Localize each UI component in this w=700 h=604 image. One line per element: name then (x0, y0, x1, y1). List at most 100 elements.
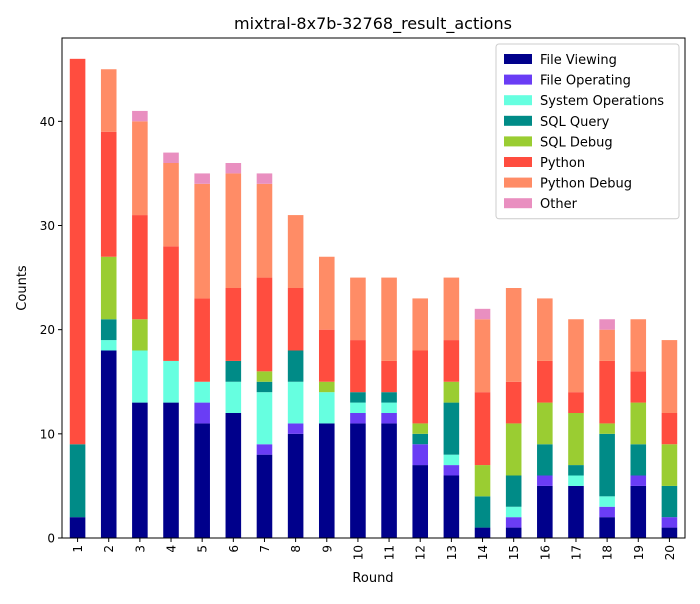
bar-segment (661, 517, 678, 528)
x-tick-label: 15 (507, 545, 521, 560)
x-tick-label: 12 (414, 545, 428, 560)
x-tick-label: 2 (102, 545, 116, 553)
legend-label: Python Debug (540, 177, 632, 192)
bar-segment (661, 413, 678, 445)
bar-segment (163, 246, 179, 361)
bar-segment (537, 298, 553, 361)
bar-segment (256, 392, 273, 445)
bar-segment (100, 319, 117, 341)
x-tick-label: 4 (165, 545, 179, 553)
bar-segment (287, 350, 304, 382)
x-tick-label: 18 (601, 545, 615, 560)
bar-segment (505, 381, 522, 424)
bar-segment (194, 423, 210, 538)
bar-segment (256, 371, 273, 382)
bar-segment (630, 402, 647, 445)
bar-segment (568, 465, 584, 476)
legend-swatch (504, 74, 532, 85)
y-axis: 0 10 20 30 40 (40, 115, 62, 546)
bar-segment (100, 69, 117, 132)
y-tick-label: 20 (40, 323, 55, 337)
bar-segment (661, 527, 678, 538)
bar-segment (287, 288, 304, 351)
bar-segment (163, 163, 179, 247)
x-tick-label: 20 (663, 545, 677, 560)
y-tick-label: 0 (47, 532, 55, 546)
bar-segment (443, 402, 460, 455)
x-axis-label: Round (352, 571, 393, 586)
bar-segment (661, 444, 678, 486)
y-tick-label: 40 (40, 115, 55, 129)
bar-segment (568, 475, 584, 486)
bar-segment (443, 454, 460, 466)
legend: File Viewing File Operating System Operati… (495, 43, 680, 220)
legend-label: SQL Debug (540, 135, 613, 150)
bar-segment (287, 381, 304, 424)
x-tick-label: 6 (227, 545, 241, 553)
bar-segment (630, 371, 647, 403)
bar-segment (381, 392, 397, 403)
bar-segment (163, 360, 179, 403)
x-tick-label: 10 (351, 545, 365, 560)
bar-segment (256, 173, 273, 184)
bar-segment (194, 183, 210, 299)
bar-segment (194, 298, 210, 382)
bar-segment (599, 319, 615, 330)
bar-segment (474, 308, 491, 320)
bar-segment (630, 475, 647, 486)
bar-segment (474, 465, 491, 497)
bar-segment (412, 465, 429, 538)
bar-segment (568, 413, 584, 466)
bar-segment (505, 288, 522, 382)
bar-segment (318, 423, 335, 538)
bar-segment (505, 423, 522, 476)
bar-segment (225, 381, 242, 413)
bar-segment (381, 277, 397, 361)
bar-segment (381, 413, 397, 424)
bar-segment (381, 402, 397, 413)
bar-segment (256, 277, 273, 372)
bar-segment (225, 413, 242, 538)
legend-swatch (504, 54, 532, 64)
legend-label: SQL Query (540, 115, 610, 130)
bar-segment (350, 392, 366, 403)
bar-segment (132, 402, 148, 538)
x-tick-label: 8 (289, 545, 303, 553)
bar-segment (318, 381, 335, 393)
bar-segment (69, 444, 86, 518)
legend-swatch (504, 115, 532, 126)
y-tick-label: 30 (40, 219, 55, 233)
legend-swatch (504, 177, 532, 188)
y-tick-label: 10 (40, 427, 55, 441)
bar-segment (287, 423, 304, 434)
bar-segment (474, 527, 491, 538)
bar-segment (287, 433, 304, 538)
bar-segment (630, 444, 647, 476)
x-tick-label: 7 (258, 545, 272, 553)
bar-segment (412, 433, 429, 445)
bar-segment (474, 392, 491, 466)
bars-layer (69, 58, 678, 538)
bar-segment (661, 485, 678, 518)
bar-segment (599, 329, 615, 361)
bar-segment (163, 402, 179, 538)
bar-segment (350, 277, 366, 341)
bar-segment (132, 319, 148, 351)
x-tick-label: 13 (445, 545, 459, 560)
x-axis: 1 2 3 4 5 6 7 8 9 10 11 12 13 14 15 16 17 18 19 20 (71, 538, 677, 560)
bar-segment (537, 360, 553, 403)
x-tick-label: 9 (320, 545, 334, 553)
x-tick-label: 11 (383, 545, 397, 560)
bar-segment (630, 485, 647, 538)
bar-segment (318, 392, 335, 424)
bar-segment (225, 163, 242, 174)
bar-segment (443, 340, 460, 382)
bar-segment (194, 173, 210, 184)
bar-segment (194, 402, 210, 424)
bar-segment (318, 329, 335, 382)
bar-segment (256, 183, 273, 278)
x-tick-label: 16 (538, 545, 552, 560)
x-tick-label: 19 (632, 545, 646, 560)
bar-segment (505, 506, 522, 518)
